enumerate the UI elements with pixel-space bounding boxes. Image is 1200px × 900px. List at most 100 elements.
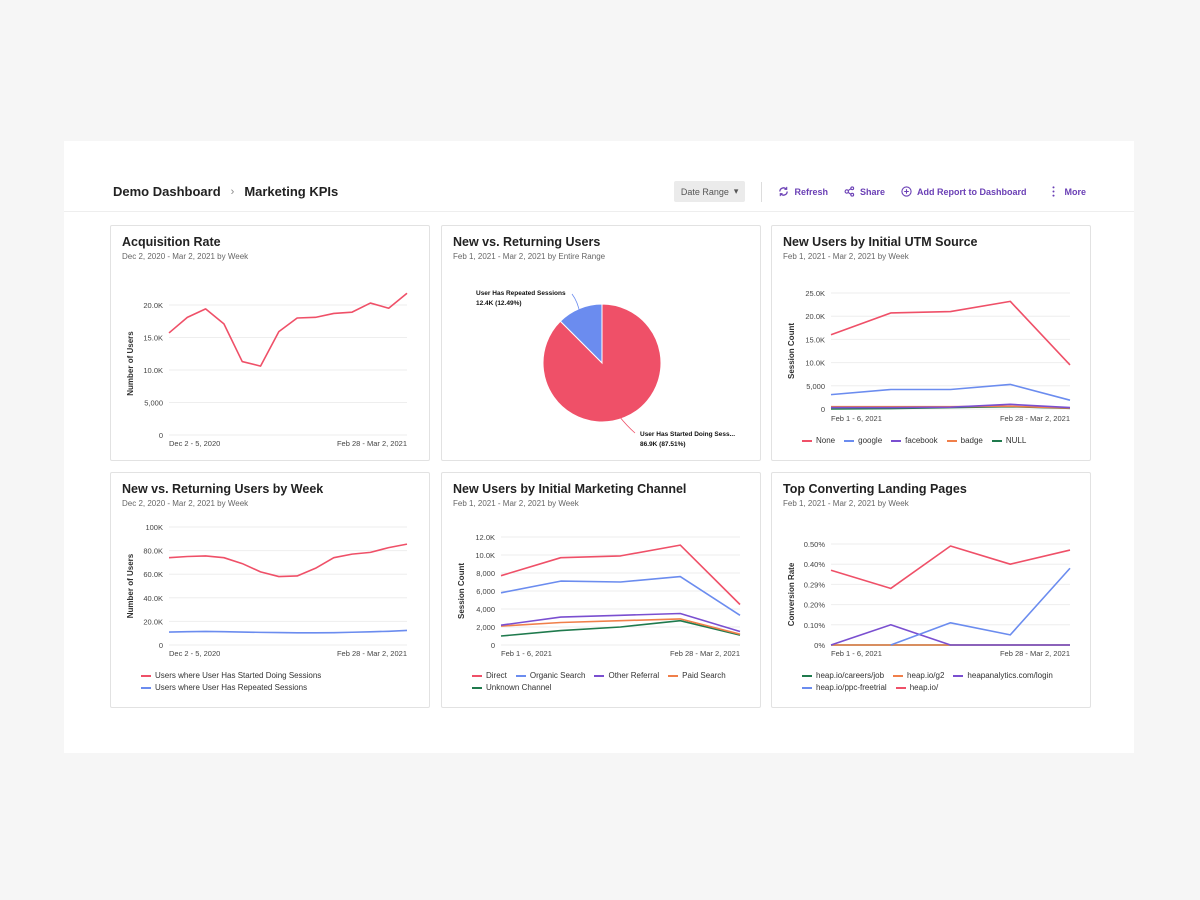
card-title[interactable]: New Users by Initial UTM Source [783,235,978,249]
y-axis-label: Session Count [457,563,466,619]
legend-item[interactable]: None [802,436,835,445]
pie-slice[interactable] [542,303,662,423]
y-axis-label: Session Count [787,323,796,379]
series-line[interactable] [500,619,741,637]
series-line[interactable] [500,612,741,633]
card-title[interactable]: New Users by Initial Marketing Channel [453,482,687,496]
report-card[interactable]: New Users by Initial UTM Source Feb 1, 20… [771,225,1091,461]
legend-item[interactable]: Users where User Has Repeated Sessions [141,683,307,692]
legend-label: Users where User Has Repeated Sessions [155,683,308,692]
series-line[interactable] [830,624,1070,646]
series-line[interactable] [830,545,1071,590]
card-title[interactable]: Top Converting Landing Pages [783,482,967,496]
card-title[interactable]: Acquisition Rate [122,235,221,249]
y-axis-label: Conversion Rate [787,562,796,626]
y-tick-label: 0 [159,641,163,650]
y-tick-label: 20.0K [143,617,163,626]
y-tick-label: 10.0K [475,551,495,560]
card-title[interactable]: New vs. Returning Users by Week [122,482,324,496]
card-subtitle: Dec 2, 2020 - Mar 2, 2021 by Week [122,252,249,261]
share-button[interactable]: Share [844,186,885,197]
legend-label: heap.io/careers/job [816,671,885,680]
report-card[interactable]: New Users by Initial Marketing Channel Fe… [441,472,761,708]
series-line[interactable] [830,383,1071,401]
series-line[interactable] [168,292,408,367]
date-range-label: Date Range [680,186,729,197]
legend-label: facebook [905,436,938,445]
legend-item[interactable]: heap.io/ppc-freetrial [802,683,887,692]
series-line[interactable] [500,544,741,606]
y-tick-label: 0.40% [804,560,826,569]
y-tick-label: 5,000 [144,399,163,408]
legend-item[interactable]: heapanalytics.com/login [953,671,1053,680]
add-report-button[interactable]: Add Report to Dashboard [901,186,1026,197]
y-axis-label: Number of Users [126,331,135,396]
series-line[interactable] [831,403,1071,409]
card-subtitle: Feb 1, 2021 - Mar 2, 2021 by Entire Rang… [453,252,606,261]
card-subtitle: Dec 2, 2020 - Mar 2, 2021 by Week [122,499,249,508]
series-line[interactable] [830,300,1071,366]
legend-swatch [668,674,679,677]
legend-item[interactable]: Other Referral [594,671,659,680]
series-line[interactable] [168,629,408,634]
legend-item[interactable]: Users where User Has Started Doing Sessi… [141,671,321,680]
legend-swatch [946,439,957,442]
legend-item[interactable]: Paid Search [668,671,726,680]
date-range-dropdown[interactable]: Date Range ▾ [673,181,746,202]
report-card[interactable]: New vs. Returning Users Feb 1, 2021 - Mar… [441,225,761,461]
share-label: Share [859,186,885,197]
legend-item[interactable]: NULL [991,436,1026,445]
dashboard-header: Demo Dashboard › Marketing KPIs Date Ran… [64,141,1134,212]
y-tick-label: 20.0K [143,301,163,310]
chart-legend: Direct Organic Search Other Referral Paid S… [472,671,752,692]
series-line[interactable] [500,575,741,616]
legend-item[interactable]: heap.io/careers/job [802,671,884,680]
legend-item[interactable]: heap.io/ [895,683,938,692]
y-tick-label: 15.0K [143,334,163,343]
legend-label: Organic Search [529,671,586,680]
leader-line [571,293,581,315]
legend-item[interactable]: heap.io/g2 [893,671,944,680]
line-chart: 0 2,000 4,000 6,000 8,000 10.0K 12.0K Session C… [457,533,741,658]
chart-legend: None google facebook badge NULL [802,436,1082,445]
page-title: Marketing KPIs [244,184,339,199]
y-tick-label: 100K [145,523,163,532]
legend-item[interactable]: Unknown Channel [472,683,551,692]
legend-item[interactable]: Organic Search [515,671,586,680]
y-tick-label: 12.0K [475,533,495,542]
legend-item[interactable]: google [844,436,882,445]
report-card[interactable]: New vs. Returning Users by Week Dec 2, 20… [110,472,430,708]
chevron-down-icon: ▾ [733,186,739,196]
share-icon [844,186,855,197]
series-line[interactable] [500,618,741,635]
x-tick-label: Feb 28 - Mar 2, 2021 [670,649,740,658]
breadcrumb-dashboard-link[interactable]: Demo Dashboard [113,184,221,199]
legend-item[interactable]: badge [946,436,983,445]
legend-swatch [802,439,812,442]
legend-item[interactable]: facebook [891,436,938,445]
card-title[interactable]: New vs. Returning Users [453,235,601,249]
x-tick-label: Feb 1 - 6, 2021 [501,649,552,658]
legend-swatch [802,674,812,677]
more-button[interactable]: More [1048,186,1086,197]
legend-label: badge [960,436,983,445]
y-tick-label: 0% [814,641,825,650]
report-card[interactable]: Top Converting Landing Pages Feb 1, 2021 … [771,472,1091,708]
legend-swatch [893,674,904,677]
y-tick-label: 20.0K [805,312,825,321]
legend-item[interactable]: Direct [472,671,507,680]
report-card[interactable]: Acquisition Rate Dec 2, 2020 - Mar 2, 202… [110,225,430,461]
y-tick-label: 0 [491,641,495,650]
refresh-button[interactable]: Refresh [778,186,828,197]
y-tick-label: 5,000 [806,382,825,391]
y-tick-label: 4,000 [476,605,495,614]
chart-legend: Users where User Has Started Doing Sessi… [141,671,421,692]
legend-label: Paid Search [682,671,726,680]
leader-line [618,415,636,434]
pie-label: User Has Repeated Sessions [476,290,566,297]
series-line[interactable] [168,543,408,578]
legend-swatch [472,686,482,689]
pie-chart: User Has Repeated Sessions 12.4K (12.49%)… [476,290,735,448]
legend-swatch [515,674,526,677]
series-line[interactable] [890,567,1071,646]
